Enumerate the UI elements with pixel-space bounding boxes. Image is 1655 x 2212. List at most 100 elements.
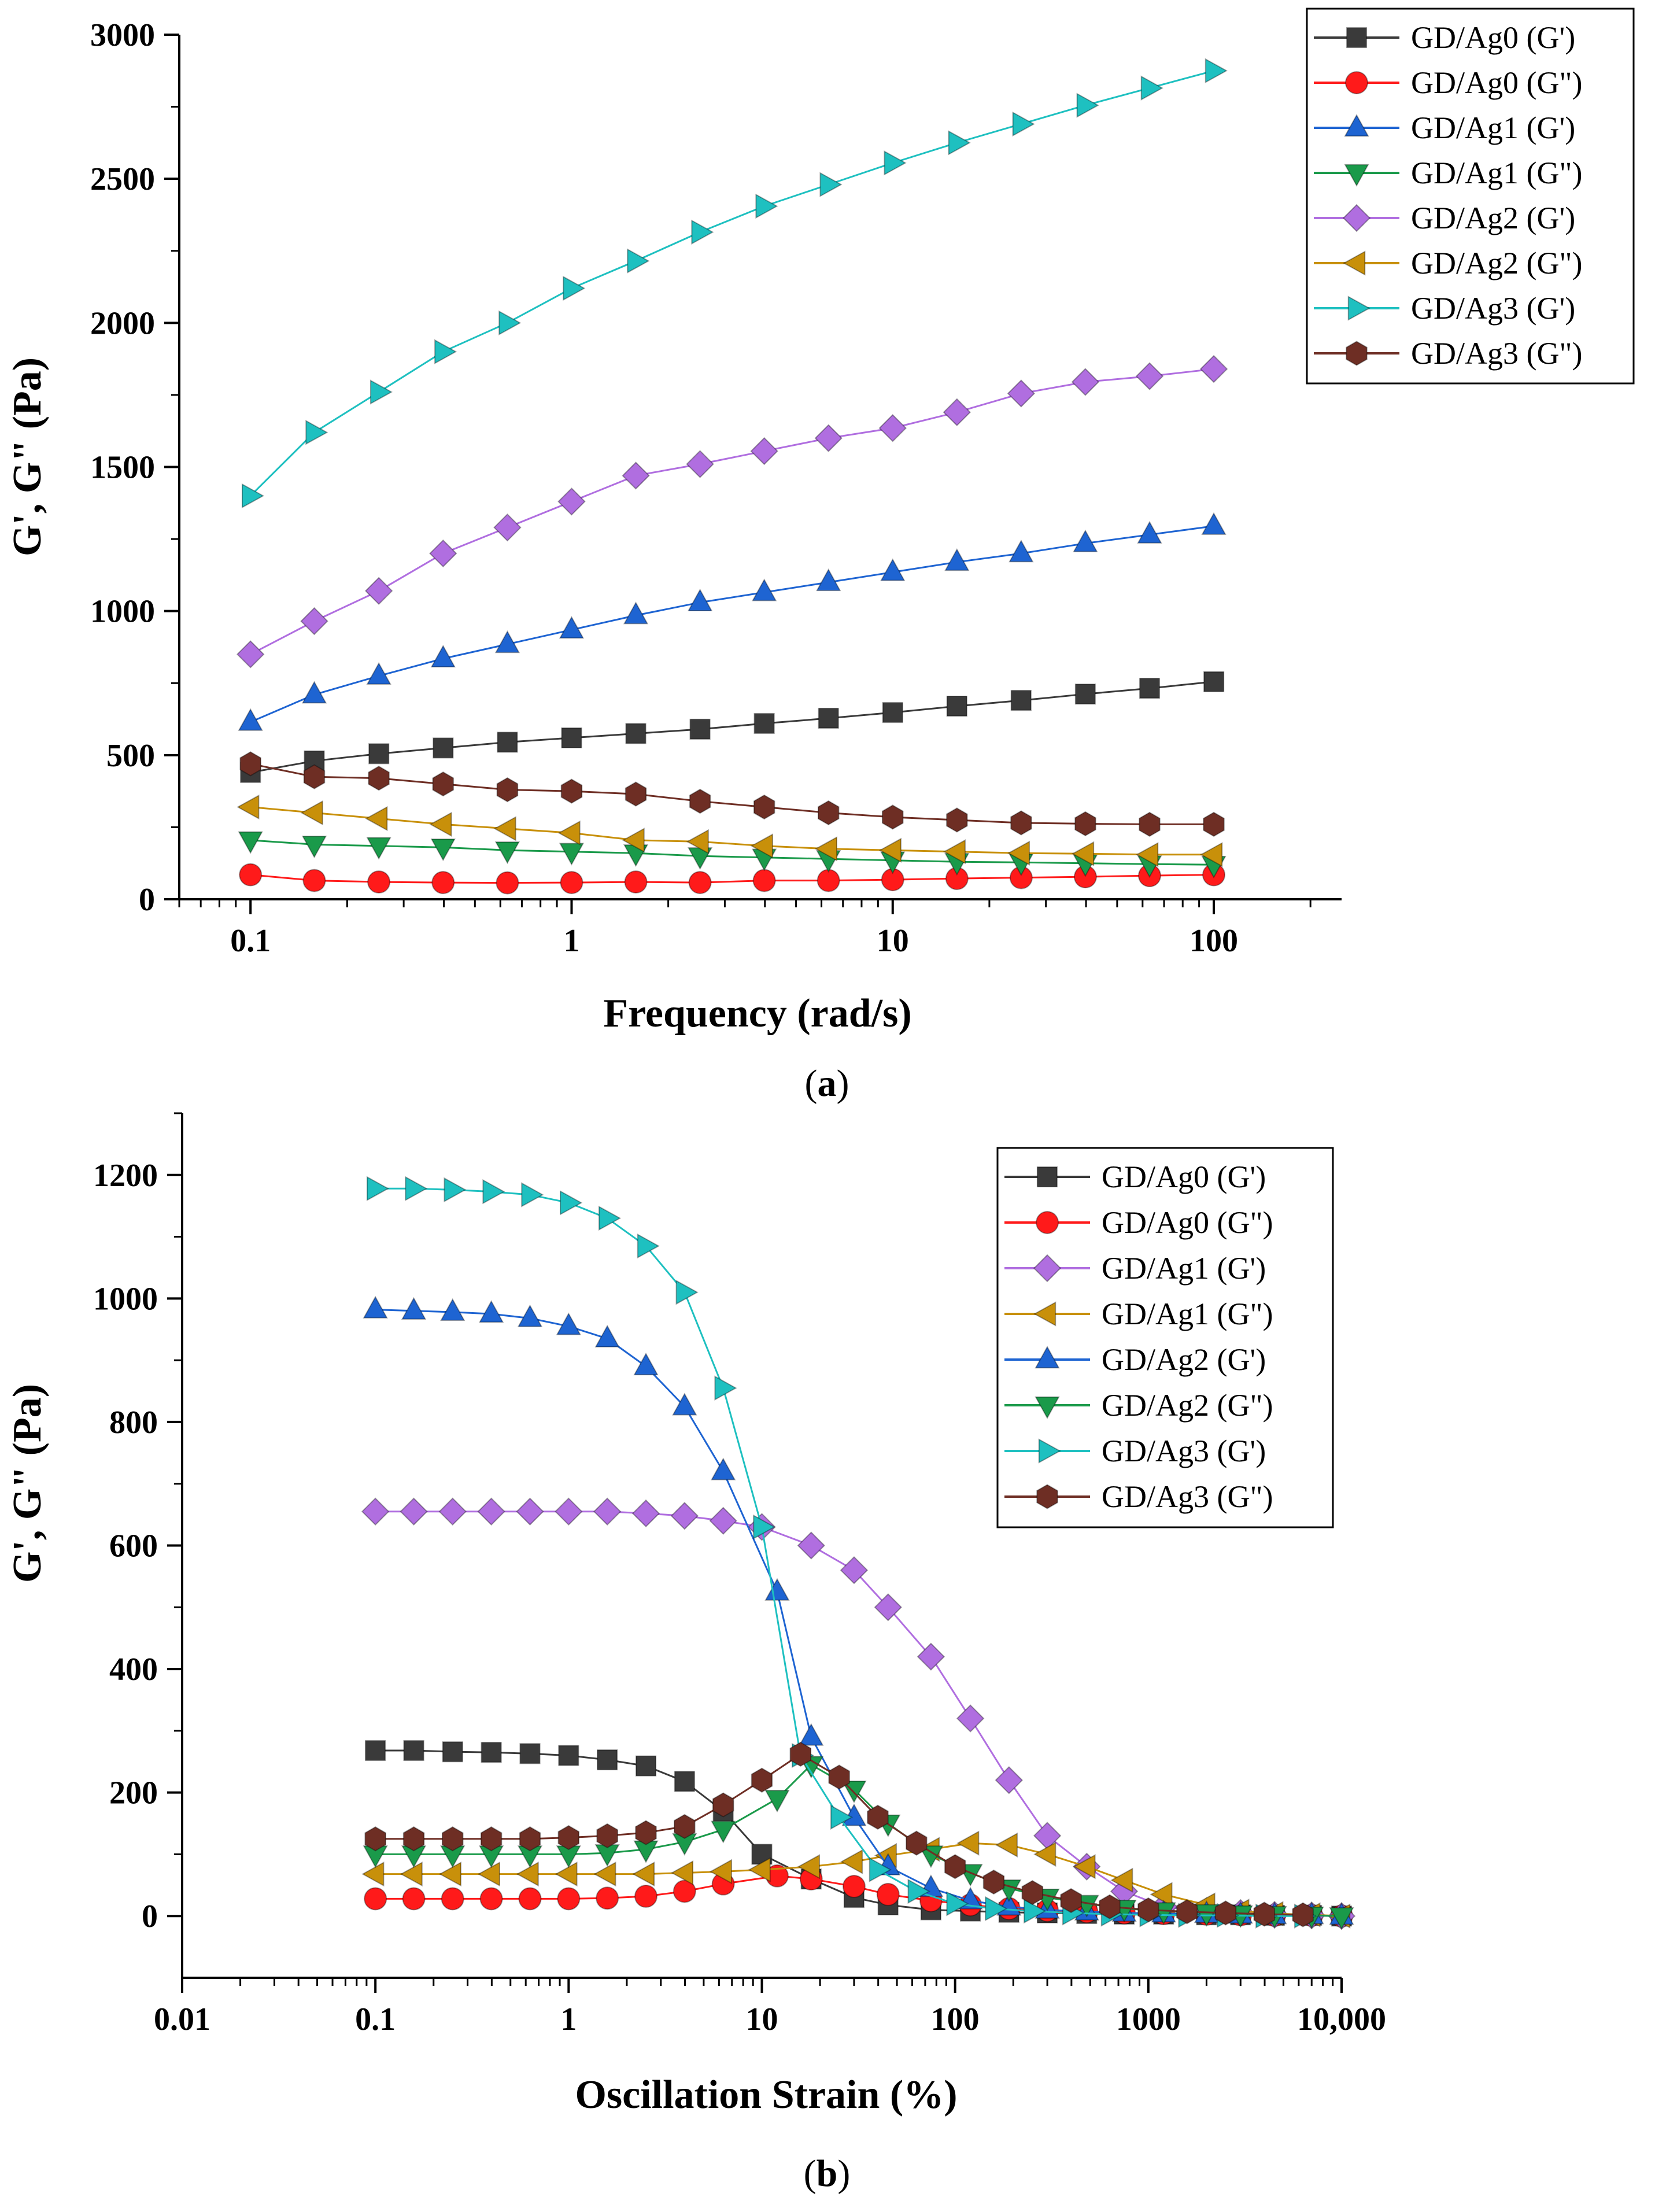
legend-label-a: GD/Ag0 (G")	[1411, 65, 1583, 100]
legend-marker-a	[1345, 71, 1368, 94]
x-tick-label-a: 0.1	[230, 923, 271, 959]
data-point-b-7	[906, 1830, 928, 1856]
data-point-b-4	[764, 1578, 790, 1601]
legend-label-a: GD/Ag3 (G")	[1411, 336, 1583, 371]
x-axis-title-a: Frequency (rad/s)	[603, 991, 911, 1036]
series-a-1	[239, 863, 1226, 895]
data-point-b-3	[709, 1859, 732, 1884]
legend-label-b: GD/Ag1 (G')	[1102, 1251, 1266, 1286]
data-point-a-5	[1200, 842, 1223, 867]
data-point-a-0	[946, 696, 967, 717]
series-line-a-1	[250, 874, 1214, 884]
data-point-a-1	[239, 863, 263, 887]
legend-item-a-3: GD/Ag1 (G")	[1314, 156, 1583, 190]
data-point-b-3	[797, 1854, 821, 1879]
data-point-a-0	[561, 727, 582, 749]
data-point-a-6	[563, 275, 586, 301]
legend-label-b: GD/Ag2 (G')	[1102, 1342, 1266, 1377]
x-tick-label-b: 0.01	[154, 2001, 210, 2037]
data-point-b-1	[479, 1887, 503, 1911]
data-point-a-7	[560, 778, 583, 804]
data-point-b-6	[521, 1182, 544, 1207]
data-point-b-7	[828, 1764, 850, 1790]
legend-marker-b	[1036, 1484, 1058, 1509]
data-point-a-4	[557, 488, 586, 516]
data-point-b-0	[519, 1743, 541, 1764]
data-point-a-6	[691, 219, 714, 245]
data-point-a-2	[1073, 529, 1098, 552]
data-point-a-4	[943, 398, 971, 427]
series-line-a-5	[250, 806, 1214, 856]
data-point-a-2	[1008, 540, 1034, 563]
data-point-b-2	[917, 1642, 945, 1671]
data-point-a-0	[433, 737, 454, 759]
x-tick-label-a: 100	[1189, 923, 1238, 959]
legend-marker-b	[1035, 1396, 1060, 1419]
legend-marker-a	[1344, 164, 1369, 187]
data-point-b-7	[789, 1741, 812, 1767]
y-tick-label-a: 0	[139, 882, 155, 918]
data-point-b-7	[867, 1804, 889, 1830]
data-point-b-0	[558, 1745, 579, 1766]
data-point-a-7	[432, 771, 455, 797]
data-point-a-5	[622, 828, 645, 853]
data-point-b-0	[442, 1741, 463, 1763]
data-point-a-6	[819, 172, 843, 197]
legend-item-a-1: GD/Ag0 (G")	[1314, 65, 1583, 100]
data-point-b-3	[555, 1861, 578, 1887]
data-point-a-5	[237, 794, 260, 820]
data-point-b-6	[753, 1514, 776, 1540]
data-point-a-4	[622, 461, 650, 490]
legend-marker-b	[1033, 1254, 1062, 1283]
series-line-a-3	[250, 839, 1214, 866]
data-point-b-4	[711, 1457, 736, 1480]
y-tick-label-b: 600	[109, 1528, 158, 1564]
legend-marker-b	[1036, 1166, 1058, 1188]
data-point-b-6	[830, 1804, 854, 1830]
data-point-b-7	[596, 1823, 618, 1849]
series-a-5	[237, 794, 1223, 867]
data-point-a-2	[687, 588, 713, 611]
data-point-b-7	[402, 1826, 425, 1852]
data-point-a-4	[1135, 362, 1164, 390]
legend-item-a-2: GD/Ag1 (G')	[1314, 110, 1575, 145]
data-point-a-4	[1199, 354, 1228, 383]
legend-item-b-7: GD/Ag3 (G")	[1004, 1479, 1273, 1514]
legend-item-b-0: GD/Ag0 (G')	[1004, 1159, 1266, 1194]
series-line-a-7	[250, 763, 1214, 825]
series-line-a-2	[250, 525, 1214, 723]
legend-label-a: GD/Ag2 (G')	[1411, 201, 1575, 235]
data-point-a-1	[817, 869, 840, 892]
data-point-b-7	[480, 1826, 503, 1852]
data-point-b-5	[1329, 1907, 1354, 1930]
data-point-b-5	[711, 1820, 736, 1844]
data-point-a-0	[497, 732, 518, 753]
data-point-b-7	[635, 1820, 657, 1845]
legend-item-a-0: GD/Ag0 (G')	[1314, 20, 1575, 55]
data-point-a-5	[1136, 842, 1159, 867]
data-point-a-2	[494, 630, 520, 653]
data-point-b-7	[519, 1826, 541, 1852]
data-point-a-4	[236, 640, 265, 669]
data-point-a-6	[498, 310, 522, 335]
data-point-b-7	[441, 1826, 464, 1852]
data-point-b-7	[674, 1814, 696, 1840]
data-point-a-3	[366, 837, 391, 860]
data-point-b-6	[405, 1176, 428, 1201]
data-point-b-1	[634, 1885, 658, 1908]
data-point-a-5	[1071, 841, 1095, 866]
legend-label-a: GD/Ag0 (G')	[1411, 20, 1575, 55]
data-point-b-2	[555, 1497, 583, 1526]
data-point-b-2	[361, 1497, 390, 1526]
data-point-a-5	[493, 816, 516, 841]
data-point-a-1	[496, 871, 519, 895]
data-point-a-7	[946, 807, 968, 833]
data-point-a-5	[750, 833, 773, 859]
data-point-a-1	[752, 869, 776, 892]
legend-box-a	[1306, 8, 1635, 385]
legend-label-b: GD/Ag0 (G')	[1102, 1159, 1266, 1194]
y-tick-label-b: 1000	[93, 1281, 158, 1317]
x-tick-label-a: 10	[877, 923, 909, 959]
data-point-b-5	[764, 1790, 790, 1813]
